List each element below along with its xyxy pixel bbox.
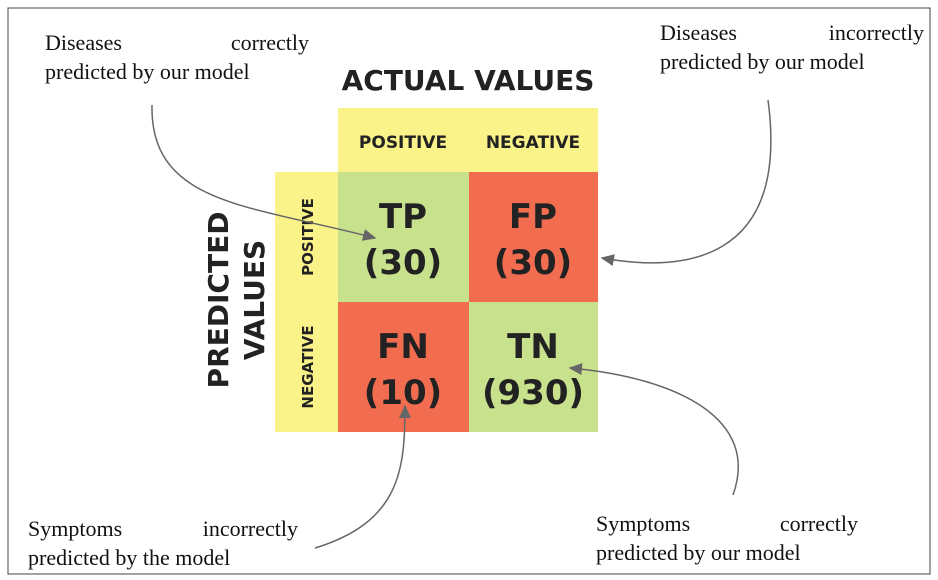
cell-label: FP — [509, 197, 557, 237]
column-header-band — [338, 108, 598, 172]
annotation-line: predicted by our model — [660, 49, 865, 74]
row-label: NEGATIVE — [299, 325, 317, 408]
column-header: ACTUAL VALUES — [342, 64, 595, 97]
annotation-line: Symptoms incorrectly — [28, 516, 298, 541]
arrow — [600, 99, 772, 267]
column-label: NEGATIVE — [486, 133, 580, 153]
annotation-line: Symptoms correctly — [596, 511, 858, 536]
cell-count: (10) — [364, 373, 442, 413]
cell-count: (30) — [494, 243, 572, 283]
annotation-line: predicted by the model — [28, 545, 231, 570]
annotation: Symptoms correctly predicted by our mode… — [596, 509, 858, 567]
annotation-line: predicted by our model — [45, 59, 250, 84]
annotation: Diseases incorrectly predicted by our mo… — [660, 18, 924, 76]
cell-label: TN — [507, 327, 559, 367]
frame — [7, 7, 931, 575]
cell-label: FN — [377, 327, 429, 367]
annotation-line: predicted by our model — [596, 540, 801, 565]
cell-tp — [338, 172, 469, 302]
column-label: POSITIVE — [359, 133, 447, 153]
annotation: Symptoms incorrectly predicted by the mo… — [28, 514, 298, 572]
cell-fp — [469, 172, 598, 302]
row-label: POSITIVE — [299, 198, 317, 276]
row-header-band — [275, 172, 338, 432]
annotation: Diseases correctly predicted by our mode… — [45, 28, 309, 86]
cell-label: TP — [379, 197, 427, 237]
annotation-line: Diseases incorrectly — [660, 20, 924, 45]
row-header: PREDICTED — [202, 212, 235, 389]
annotation-line: Diseases correctly — [45, 30, 309, 55]
arrow — [568, 363, 739, 496]
cell-count: (930) — [482, 373, 584, 413]
arrow — [314, 404, 411, 549]
row-header: VALUES — [238, 240, 271, 360]
cell-count: (30) — [364, 243, 442, 283]
arrow — [151, 104, 377, 241]
